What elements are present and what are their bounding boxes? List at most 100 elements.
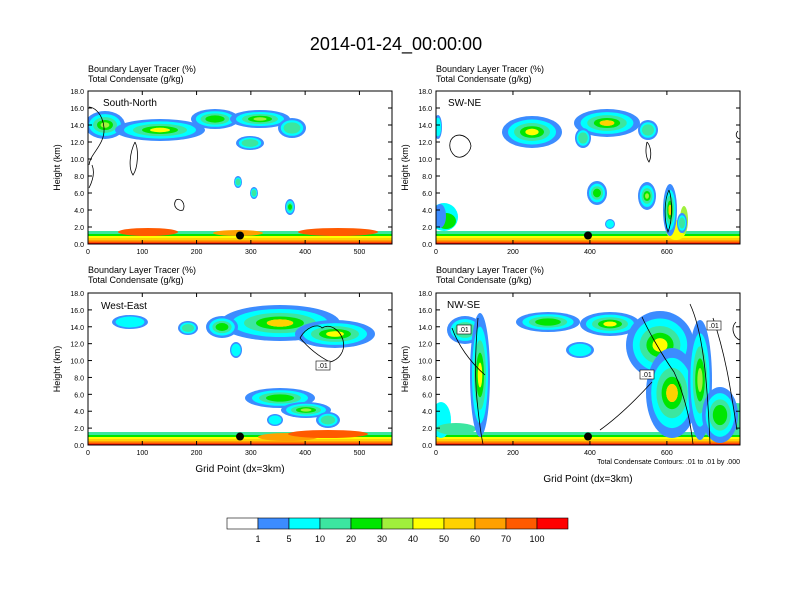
field-patch — [253, 117, 267, 121]
y-tick-label: 4.0 — [422, 208, 432, 215]
boundary-layer — [436, 242, 740, 244]
colorbar-label: 1 — [255, 534, 260, 544]
field-patch — [283, 122, 301, 134]
y-tick-label: 14.0 — [70, 123, 84, 130]
location-marker — [236, 231, 244, 240]
field-patch — [668, 204, 672, 216]
boundary-layer — [88, 241, 392, 244]
boundary-layer — [88, 443, 392, 445]
y-tick-label: 0.0 — [74, 443, 84, 450]
y-tick-label: 12.0 — [418, 140, 432, 147]
field-patch — [266, 319, 294, 327]
y-tick-label: 8.0 — [422, 174, 432, 181]
colorbar-label: 10 — [315, 534, 325, 544]
colorbar-box — [443, 517, 476, 530]
y-tick-label: 18.0 — [70, 291, 84, 298]
panel-subtitle-condensate: Total Condensate (g/kg) — [88, 275, 184, 285]
field-patch — [535, 318, 561, 326]
colorbar-box — [257, 517, 290, 530]
y-tick-label: 6.0 — [422, 392, 432, 399]
y-tick-label: 10.0 — [418, 157, 432, 164]
field-patch — [697, 368, 703, 392]
colorbar: 1 5 10 20 30 40 50 60 70 100 — [226, 517, 569, 544]
y-tick-label: 14.0 — [418, 325, 432, 332]
condensate-contour — [451, 303, 740, 445]
colorbar-box — [381, 517, 414, 530]
x-tick-label: 0 — [86, 249, 90, 256]
y-tick-label: 14.0 — [418, 123, 432, 130]
condensate-contour — [449, 130, 740, 234]
plot-frame — [435, 90, 741, 245]
contour-label: .01 — [459, 327, 469, 334]
contour-label: .01 — [709, 323, 719, 330]
y-tick-label: 2.0 — [74, 225, 84, 232]
y-tick-label: 8.0 — [74, 375, 84, 382]
colorbar-box — [288, 517, 321, 530]
field-patch — [666, 384, 678, 402]
field-patch — [268, 415, 282, 425]
y-tick-label: 12.0 — [418, 342, 432, 349]
field-patch — [182, 324, 194, 332]
x-axis: 0 100 200 300 400 500 — [86, 293, 365, 457]
y-tick-label: 16.0 — [70, 308, 84, 315]
colorbar-label: 50 — [439, 534, 449, 544]
y-tick-label: 16.0 — [70, 106, 84, 113]
x-tick-label: 0 — [434, 450, 438, 457]
field-patch — [525, 128, 539, 136]
boundary-patch — [298, 228, 378, 236]
y-tick-label: 4.0 — [422, 409, 432, 416]
x-tick-label: 100 — [136, 450, 148, 457]
x-tick-label: 0 — [434, 249, 438, 256]
panel-label: SW-NE — [448, 98, 481, 109]
colorbar-label: 70 — [501, 534, 511, 544]
panel-label: West-East — [101, 301, 147, 312]
colorbar-box — [412, 517, 445, 530]
y-tick-label: 18.0 — [70, 89, 84, 96]
field-patch — [599, 120, 615, 126]
y-axis-label: Height (km) — [52, 144, 62, 191]
plot-area — [436, 109, 740, 244]
colorbar-box — [474, 517, 507, 530]
y-tick-label: 2.0 — [74, 426, 84, 433]
field-patch — [320, 415, 336, 425]
field-patch — [606, 220, 614, 228]
panel-nw-se: Boundary Layer Tracer (%) Total Condensa… — [400, 265, 741, 485]
colorbar-label: 40 — [408, 534, 418, 544]
y-axis: 0.0 2.0 4.0 6.0 8.0 10.0 12.0 14.0 16.0 18.0 — [418, 291, 740, 450]
y-tick-label: 4.0 — [74, 409, 84, 416]
x-tick-label: 500 — [354, 249, 366, 256]
y-axis-label: Height (km) — [400, 346, 410, 393]
y-tick-label: 10.0 — [418, 359, 432, 366]
contour-label: .01 — [642, 372, 652, 379]
y-tick-label: 10.0 — [70, 157, 84, 164]
field-patch — [115, 316, 145, 328]
contour-label-box — [456, 324, 472, 335]
field-patch — [288, 204, 292, 210]
colorbar-box — [319, 517, 352, 530]
field-patch — [100, 122, 110, 128]
field-patch — [241, 139, 259, 147]
plot-frame — [87, 90, 393, 245]
y-tick-label: 6.0 — [74, 392, 84, 399]
y-tick-label: 12.0 — [70, 140, 84, 147]
field-patch — [266, 394, 294, 402]
plot-frame — [435, 292, 741, 446]
boundary-patch — [436, 423, 476, 435]
y-tick-label: 8.0 — [422, 375, 432, 382]
field-patch — [436, 117, 442, 137]
panel-south-north: Boundary Layer Tracer (%) Total Condensa… — [52, 64, 393, 256]
colorbar-box — [505, 517, 538, 530]
y-axis: 0.0 2.0 4.0 6.0 8.0 10.0 12.0 14.0 16.0 18.0 — [418, 89, 740, 249]
colorbar-label: 100 — [529, 534, 544, 544]
contour-label-box — [706, 320, 722, 331]
x-tick-label: 0 — [86, 450, 90, 457]
field-patch — [642, 124, 654, 136]
y-tick-label: 14.0 — [70, 325, 84, 332]
boundary-layer — [88, 442, 392, 445]
x-axis: 0 200 400 600 — [434, 91, 673, 256]
y-tick-label: 0.0 — [422, 242, 432, 249]
panel-subtitle-condensate: Total Condensate (g/kg) — [88, 74, 184, 84]
x-tick-label: 400 — [584, 249, 596, 256]
y-tick-label: 12.0 — [70, 342, 84, 349]
